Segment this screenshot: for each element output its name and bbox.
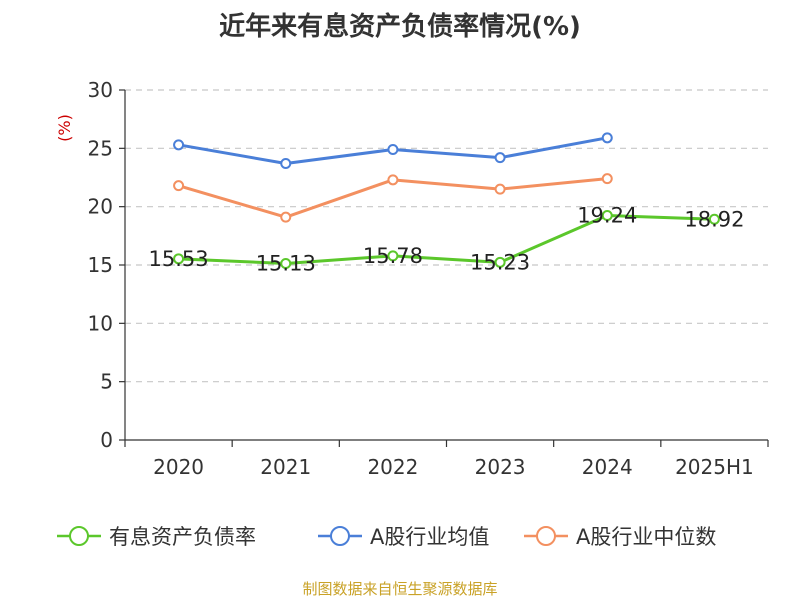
data-label: 19.24 <box>577 204 637 228</box>
data-point-有息资产负债率 <box>601 210 613 222</box>
data-label: 15.78 <box>363 244 423 268</box>
data-point-A股行业中位数 <box>601 173 613 185</box>
data-point-有息资产负债率 <box>387 250 399 262</box>
data-point-A股行业中位数 <box>173 180 185 192</box>
data-point-A股行业均值 <box>280 158 292 169</box>
y-tick-label: 20 <box>88 195 113 219</box>
data-point-A股行业中位数 <box>387 174 399 186</box>
legend-label: A股行业中位数 <box>576 525 717 549</box>
series-line-有息资产负债率 <box>178 214 715 265</box>
y-axis-unit-label: (%) <box>55 114 74 142</box>
chart-title: 近年来有息资产负债率情况(%) <box>219 12 581 42</box>
data-point-有息资产负债率 <box>494 256 506 268</box>
legend-item[interactable]: A股行业中位数 <box>524 518 716 554</box>
data-point-A股行业均值 <box>494 152 506 164</box>
y-tick-label: 30 <box>88 78 113 102</box>
y-tick-label: 10 <box>88 311 113 335</box>
data-label: 15.53 <box>149 247 209 271</box>
y-tick-label: 15 <box>88 253 113 277</box>
data-point-A股行业中位数 <box>494 183 506 195</box>
x-tick-label: 2022 <box>367 455 418 479</box>
data-point-A股行业均值 <box>387 144 399 155</box>
data-point-A股行业中位数 <box>280 211 292 223</box>
y-tick-label: 25 <box>88 136 113 160</box>
legend-marker-circle <box>536 526 556 546</box>
data-point-有息资产负债率 <box>280 257 292 269</box>
legend-marker-icon <box>318 526 362 546</box>
legend-item[interactable]: 有息资产负债率 <box>57 518 256 554</box>
series-lines <box>173 132 720 269</box>
data-label: 15.23 <box>470 250 530 274</box>
grid-lines <box>125 89 768 383</box>
legend: 有息资产负债率 A股行业均值 A股行业中位数 <box>0 518 800 554</box>
data-point-A股行业均值 <box>601 132 613 144</box>
data-label: 15.13 <box>256 251 316 275</box>
x-tick-label: 2024 <box>582 455 633 479</box>
x-tick-label: 2021 <box>260 455 311 479</box>
legend-label: A股行业均值 <box>370 525 490 549</box>
source-note: 制图数据来自恒生聚源数据库 <box>302 580 498 598</box>
data-label: 18.92 <box>684 207 744 231</box>
data-labels: 15.53 15.13 15.78 15.23 19.24 18.92 <box>149 204 745 276</box>
x-tick-label: 2023 <box>475 455 526 479</box>
legend-marker-icon <box>524 526 568 546</box>
legend-label: 有息资产负债率 <box>109 525 256 549</box>
axes: 0 5 10 15 20 25 30 2020 2021 2022 2023 2024 2025H1 <box>88 78 769 479</box>
data-point-有息资产负债率 <box>173 253 185 265</box>
legend-marker-icon <box>57 526 101 546</box>
data-point-有息资产负债率 <box>708 213 720 225</box>
x-tick-label: 2020 <box>153 455 204 479</box>
legend-marker-circle <box>69 526 89 546</box>
data-point-A股行业均值 <box>173 139 185 151</box>
legend-item[interactable]: A股行业均值 <box>318 518 489 554</box>
legend-marker-circle <box>330 526 350 546</box>
y-tick-label: 5 <box>100 370 113 394</box>
x-tick-label: 2025H1 <box>675 455 754 479</box>
y-tick-label: 0 <box>100 428 113 452</box>
